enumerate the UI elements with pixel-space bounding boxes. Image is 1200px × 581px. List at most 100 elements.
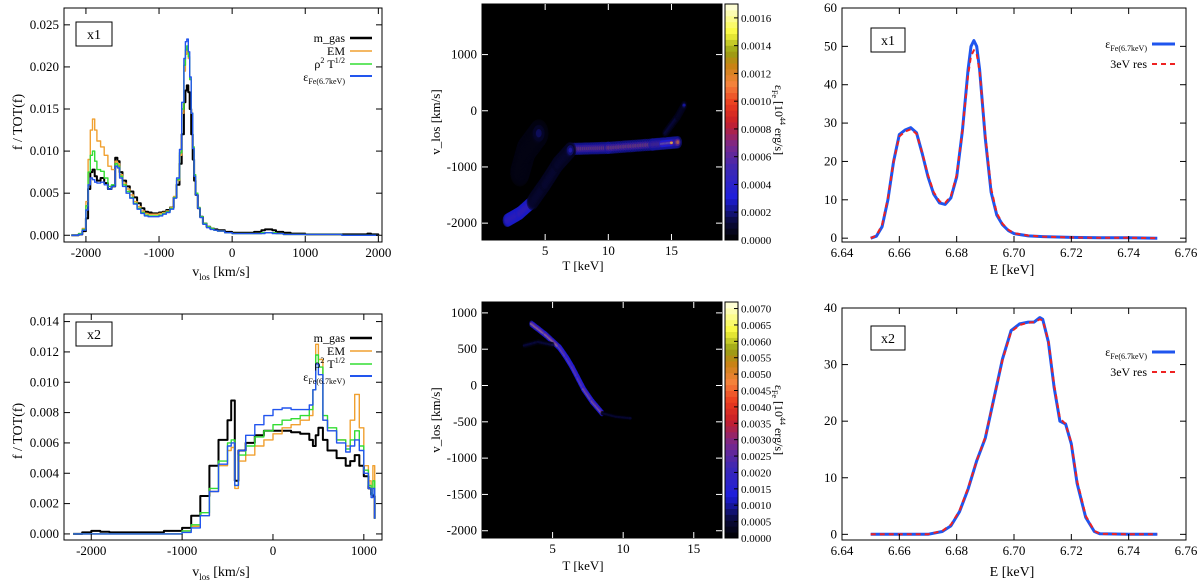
colorbar-segment: [725, 343, 738, 350]
y-tick-label-line-x1: 0.005: [30, 185, 59, 200]
colorbar-segment: [725, 116, 738, 123]
colorbar-segment: [725, 325, 738, 332]
colorbar-segment: [725, 86, 738, 93]
y-tick-label-spectrum-x2: 30: [824, 357, 837, 372]
colorbar-tick-label: 0.0055: [741, 353, 772, 365]
x-tick-label-line-x1: 2000: [365, 245, 391, 260]
x-tick-label-spectrum-x2: 6.70: [1003, 543, 1026, 558]
heatmap-cell-tail: [628, 417, 632, 420]
colorbar-x2: 0.0000 0.0005 0.0010 0.0015 0.0020 0.0025 0.00…: [724, 301, 772, 545]
colorbar-segment: [725, 437, 738, 445]
spectrum-legend-x2: εFe(6.7keV) 3eV res: [1105, 345, 1175, 379]
y-axis-label-x1: f / TOT(f): [11, 94, 26, 151]
colorbar-segment: [725, 192, 738, 200]
colorbar-segment: [725, 198, 738, 206]
y-tick-label-spectrum-x1: 10: [824, 192, 837, 207]
y-tick-label-spectrum-x2: 0: [831, 526, 838, 541]
heatmap-y-label-x1: v_los [km/s]: [428, 89, 443, 154]
spectrum-panel-label-box-x2: x2: [870, 325, 906, 351]
x-tick-label-spectrum-x2: 6.64: [831, 543, 854, 558]
colorbar-segment: [725, 80, 738, 88]
colorbar-segment: [725, 361, 738, 368]
colorbar-segment: [725, 366, 738, 374]
x-tick-label-line-x2: 1000: [351, 543, 377, 558]
colorbar-segment: [725, 133, 738, 141]
colorbar-segment: [725, 461, 738, 468]
axes-frame-heatmap-x1: [481, 3, 723, 241]
colorbar-segment: [725, 228, 738, 235]
heatmap-axes-x1: 5 10 15 -2000 -1000 0 1000: [447, 3, 723, 258]
colorbar-tick-label: 0.0040: [741, 402, 772, 414]
series-line-fe67kev: [870, 316, 1158, 536]
colorbar-segment: [725, 443, 738, 450]
colorbar-tick-label: 0.0000: [741, 235, 772, 247]
spectrum-x-label-x1: E [keV]: [990, 263, 1035, 278]
colorbar-segment: [725, 396, 738, 403]
y-tick-label-heatmap-x2: -1500: [447, 486, 477, 501]
x-tick-label-spectrum-x1: 6.70: [1003, 245, 1026, 260]
colorbar-segment: [725, 163, 738, 170]
colorbar-segment: [725, 490, 738, 498]
plot-area-x2: [73, 343, 376, 535]
spectrum-x-label-x2: E [keV]: [990, 565, 1035, 580]
y-tick-label-heatmap-x2: 500: [458, 341, 478, 356]
y-tick-label-line-x1: 0.015: [30, 101, 59, 116]
x-tick-label-spectrum-x1: 6.68: [945, 245, 968, 260]
y-tick-label-heatmap-x2: -1000: [447, 450, 477, 465]
colorbar-segment: [725, 467, 738, 474]
y-tick-label-line-x1: 0.020: [30, 59, 59, 74]
colorbar-segment: [725, 210, 738, 217]
y-tick-label-heatmap-x2: -500: [453, 414, 477, 429]
heatmap-y-label-x2: v_los [km/s]: [428, 387, 443, 452]
spectrum-panel-label-box-x1: x1: [870, 27, 906, 53]
colorbar-segment: [725, 122, 738, 129]
spectrum-panel-label-x1: x1: [881, 34, 895, 49]
colorbar-tick-label: 0.0015: [741, 484, 772, 496]
spectrum-legend-res-x1: 3eV res: [1110, 57, 1147, 71]
y-tick-label-heatmap-x2: 0: [471, 378, 478, 393]
colorbar-segment: [725, 204, 738, 211]
y-tick-label-line-x2: 0.014: [30, 314, 60, 329]
x-tick-label-spectrum-x1: 6.64: [831, 245, 854, 260]
y-tick-label-heatmap-x1: 1000: [451, 47, 477, 62]
colorbar-frame: [724, 301, 739, 539]
colorbar-segment: [725, 384, 738, 391]
legend-label-mgas: m_gas: [314, 31, 346, 45]
colorbar-segment: [725, 104, 738, 111]
colorbar-segment: [725, 378, 738, 386]
colorbar-segment: [725, 145, 738, 152]
heatmap-axes-x2: 5 10 15 -2000 -1500 -1000 -500 0 500 1000: [447, 301, 723, 556]
axes-frame-line-x2: [63, 313, 383, 541]
colorbar-tick-label: 0.0012: [741, 68, 771, 80]
colorbar-tick-label: 0.0050: [741, 369, 772, 381]
colorbar-segment: [725, 169, 738, 176]
colorbar-tick-label: 0.0070: [741, 304, 772, 316]
colorbar-segment: [725, 355, 738, 362]
colorbar-segment: [725, 68, 738, 76]
colorbar-label-x1: εFe [1044 erg/s]: [770, 85, 787, 155]
y-tick-label-spectrum-x1: 20: [824, 153, 837, 168]
colorbar-tick-label: 0.0035: [741, 418, 772, 430]
x-axis-label-x2: vlos [km/s]: [192, 565, 250, 581]
velocity-distribution-chart-x2: -2000 -1000 0 1000 0.000 0.002 0.004 0.006 0.008…: [11, 313, 383, 581]
y-tick-label-spectrum-x1: 50: [824, 38, 837, 53]
colorbar-segment: [725, 92, 738, 99]
y-tick-label-spectrum-x1: 60: [824, 0, 837, 15]
x-tick-label-spectrum-x2: 6.76: [1175, 543, 1198, 558]
series-line-t12: [73, 354, 376, 535]
x-tick-label-spectrum-x1: 6.66: [888, 245, 911, 260]
y-tick-label-line-x2: 0.000: [30, 526, 59, 541]
colorbar-segment: [725, 390, 738, 397]
spectrum-axes-x1: 6.64 6.66 6.68 6.70 6.72 6.74 6.76 0 10 20 30 40 50 6…: [824, 0, 1198, 260]
y-tick-label-line-x2: 0.004: [30, 465, 60, 480]
y-tick-label-spectrum-x1: 0: [831, 230, 838, 245]
series-line-3evres: [870, 49, 1158, 240]
x-tick-label-line-x1: -2000: [71, 245, 101, 260]
x-tick-label-spectrum-x2: 6.72: [1060, 543, 1083, 558]
spectrum-plot-x2: [870, 316, 1158, 536]
colorbar-segment: [725, 449, 738, 456]
heatmap-cell-stripe: [676, 140, 680, 145]
colorbar-segment: [725, 425, 738, 433]
